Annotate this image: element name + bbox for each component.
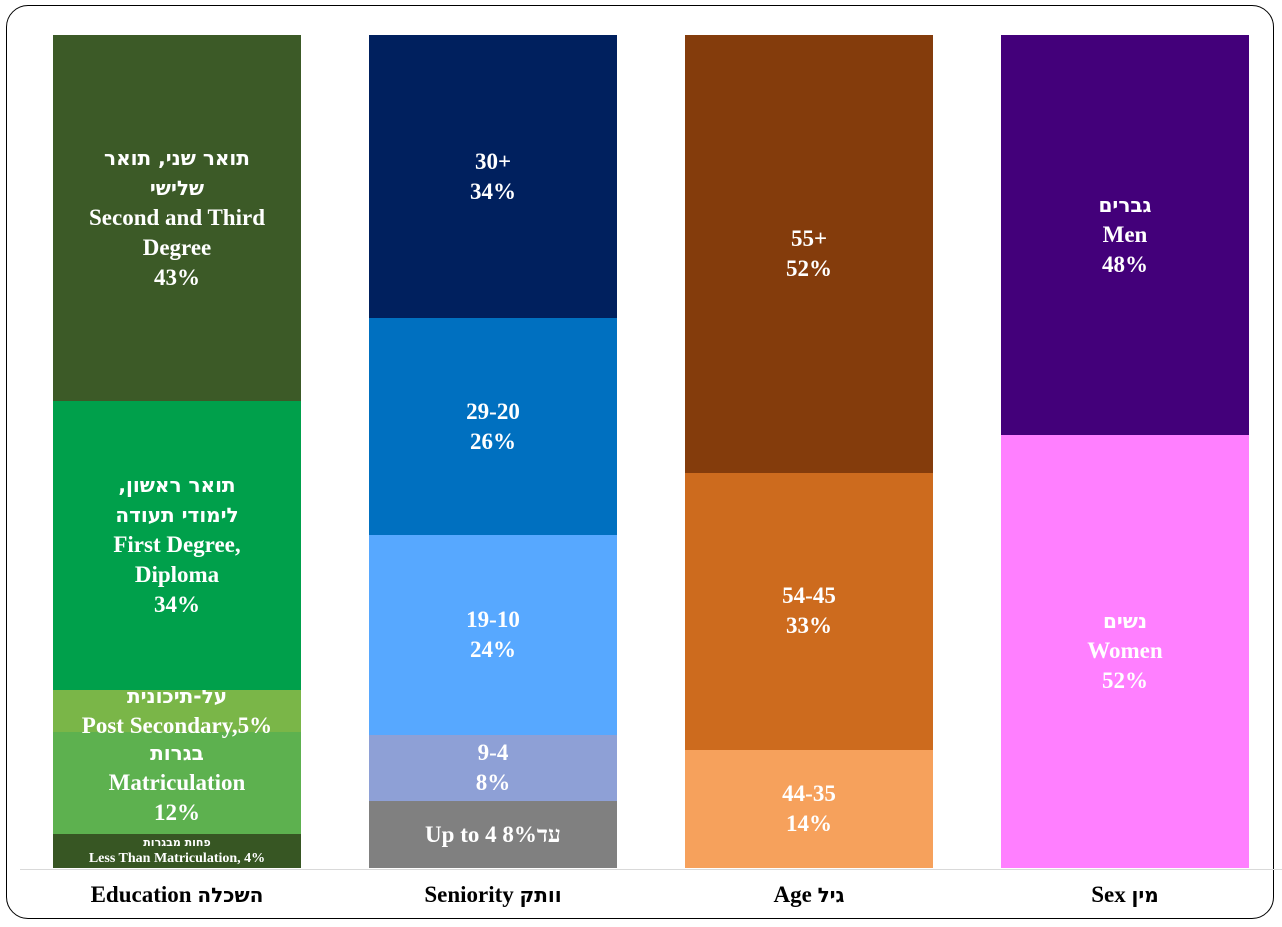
data-label-line: 48%	[1102, 251, 1148, 277]
bar-age: 44-35 14% 54-45 33% 55+ 52%	[685, 35, 933, 868]
data-label-line: 44-35	[782, 781, 836, 807]
data-label: 29-20 26%	[369, 397, 617, 457]
data-label-line: 8%	[475, 770, 511, 796]
bar-seniority: Up to 4 עד8% 9-4 8% 19-10 24% 29-20 26% 30+ 34%	[369, 35, 617, 868]
data-label-line: 52%	[1102, 668, 1148, 694]
data-label: גברים Men 48%	[1001, 190, 1249, 280]
category-label-education: Education השכלה	[53, 882, 301, 908]
bar-segment: 44-35 14%	[685, 750, 933, 868]
bar-segment: גברים Men 48%	[1001, 35, 1249, 435]
bar-segment: 19-10 24%	[369, 534, 617, 735]
category-label-en: Sex	[1091, 882, 1132, 907]
data-label-line: Diploma	[134, 562, 220, 587]
data-label-line: Degree	[142, 234, 212, 260]
data-label: 30+ 34%	[369, 147, 617, 207]
bar-segment: בגרות Matriculation 12%	[53, 732, 301, 834]
category-label-seniority: Seniority וותק	[369, 882, 617, 908]
data-label: תואר ראשון, לימודי תעודה First Degree, Dipl…	[53, 470, 301, 620]
data-label-line: תואר ראשון,	[118, 473, 236, 497]
bar-segment: Up to 4 עד8%	[369, 801, 617, 868]
data-label-line: First Degree,	[113, 532, 241, 557]
category-label-age: Age גיל	[685, 882, 933, 908]
data-label-line: 9-4	[477, 740, 509, 766]
data-label-line: שלישי	[149, 175, 205, 200]
data-label-line: Up to 4 עד8%	[425, 821, 561, 847]
data-label-line: Second and Third	[89, 204, 265, 230]
category-label-he: השכלה	[197, 883, 264, 907]
data-label-line: בגרות	[150, 741, 204, 765]
bar-segment: על-תיכונית Post Secondary,5%	[53, 684, 301, 738]
category-label-he: מין	[1131, 883, 1159, 907]
data-label: נשים Women 52%	[1001, 606, 1249, 696]
data-label: Up to 4 עד8%	[369, 820, 617, 850]
category-label-he: גיל	[817, 883, 845, 907]
data-label-line: פחות מבגרות	[143, 836, 211, 849]
category-label-en: Seniority	[424, 882, 520, 907]
data-label-line: 43%	[154, 264, 200, 290]
x-axis-line	[20, 869, 1282, 870]
data-label-line: 29-20	[466, 398, 520, 424]
data-label-line: Post Secondary,5%	[81, 712, 273, 738]
data-label-line: Matriculation	[108, 770, 246, 795]
bar-education: פחות מבגרות Less Than Matriculation, 4% בג…	[53, 35, 301, 868]
data-label: פחות מבגרות Less Than Matriculation, 4%	[53, 835, 301, 867]
bar-segment: 54-45 33%	[685, 472, 933, 751]
bar-segment: פחות מבגרות Less Than Matriculation, 4%	[53, 834, 301, 868]
data-label-line: 34%	[470, 178, 516, 204]
data-label-line: 14%	[786, 811, 832, 837]
bar-segment: 30+ 34%	[369, 35, 617, 319]
data-label: על-תיכונית Post Secondary,5%	[53, 681, 301, 741]
data-label: 54-45 33%	[685, 581, 933, 641]
data-label-line: Less Than Matriculation, 4%	[88, 851, 266, 866]
data-label-line: נשים	[1102, 609, 1148, 634]
data-label: 44-35 14%	[685, 779, 933, 839]
bar-segment: 29-20 26%	[369, 318, 617, 535]
data-label-line: 30+	[474, 148, 512, 174]
data-label: 9-4 8%	[369, 738, 617, 798]
chart-frame	[6, 5, 1274, 919]
bar-segment: נשים Women 52%	[1001, 434, 1249, 868]
bar-segment: 9-4 8%	[369, 734, 617, 802]
data-label-line: 33%	[786, 613, 832, 639]
category-label-he: וותק	[519, 883, 562, 907]
data-label: 19-10 24%	[369, 605, 617, 665]
bar-segment: תואר ראשון, לימודי תעודה First Degree, Dipl…	[53, 400, 301, 690]
bar-sex: נשים Women 52% גברים Men 48%	[1001, 35, 1249, 868]
data-label-line: גברים	[1098, 192, 1152, 217]
data-label-line: 52%	[786, 255, 832, 281]
category-label-en: Education	[90, 882, 198, 907]
category-label-sex: Sex מין	[1001, 882, 1249, 908]
data-label-line: 55+	[790, 225, 828, 251]
data-label: 55+ 52%	[685, 224, 933, 284]
data-label-line: 19-10	[466, 606, 520, 632]
bar-segment: תואר שני, תואר שלישי Second and Third Degre…	[53, 35, 301, 401]
data-label-line: 34%	[154, 592, 200, 617]
data-label-line: 12%	[154, 800, 200, 825]
data-label: בגרות Matriculation 12%	[53, 738, 301, 828]
data-label-line: 24%	[470, 636, 516, 662]
data-label-line: לימודי תעודה	[115, 503, 239, 527]
data-label: תואר שני, תואר שלישי Second and Third Degre…	[53, 143, 301, 293]
bar-segment: 55+ 52%	[685, 35, 933, 473]
data-label-line: 26%	[470, 428, 516, 454]
category-label-en: Age	[773, 882, 818, 907]
data-label-line: תואר שני, תואר	[104, 145, 250, 170]
data-label-line: Women	[1087, 638, 1163, 664]
data-label-line: Men	[1102, 221, 1148, 247]
data-label-line: 54-45	[782, 583, 836, 609]
